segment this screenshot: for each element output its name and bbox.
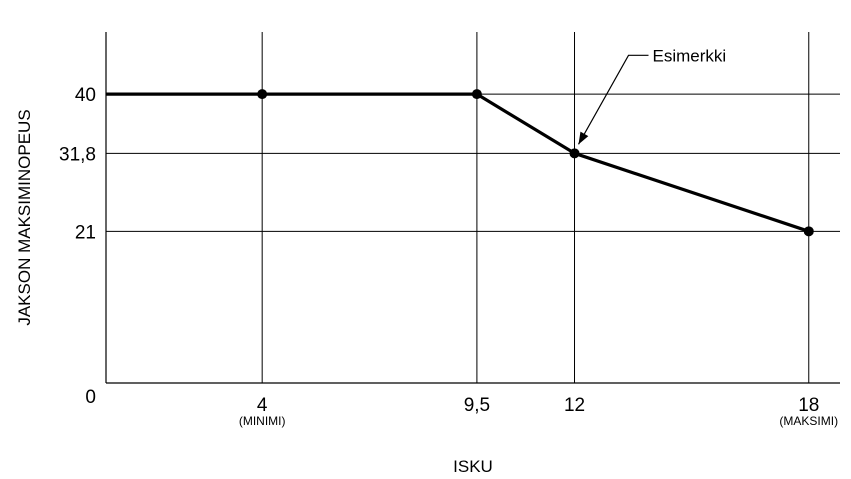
- x-tick-label: 4: [257, 395, 268, 416]
- grid-lines: [106, 32, 840, 383]
- data-point: [803, 226, 814, 237]
- axes: [105, 32, 840, 384]
- y-axis-title: JAKSON MAKSIMINOPEUS: [15, 109, 34, 325]
- data-point: [471, 89, 482, 100]
- x-tick-sublabel: (MINIMI): [239, 414, 286, 428]
- x-tick-label: 18: [798, 395, 819, 416]
- x-tick-label: 9,5: [464, 395, 490, 416]
- data-point: [257, 89, 268, 100]
- y-tick-label: 0: [85, 387, 96, 408]
- annotation-leader: [577, 54, 649, 145]
- annotation-arrowhead: [578, 131, 589, 145]
- series: [106, 89, 814, 237]
- y-tick-label: 31,8: [59, 144, 96, 165]
- annotations: Esimerkki: [577, 46, 727, 145]
- annotation-label: Esimerkki: [653, 46, 727, 65]
- x-tick-label: 12: [564, 395, 585, 416]
- x-axis-title: ISKU: [453, 457, 493, 476]
- y-tick-label: 40: [75, 85, 96, 106]
- x-tick-sublabel: (MAKSIMI): [779, 414, 838, 428]
- tick-labels: 0 21 31,8 40 4(MINIMI) 9,5 12 18(MAKSIMI): [59, 85, 838, 428]
- series-line: [106, 92, 810, 233]
- y-tick-label: 21: [75, 222, 96, 243]
- data-point: [569, 148, 580, 159]
